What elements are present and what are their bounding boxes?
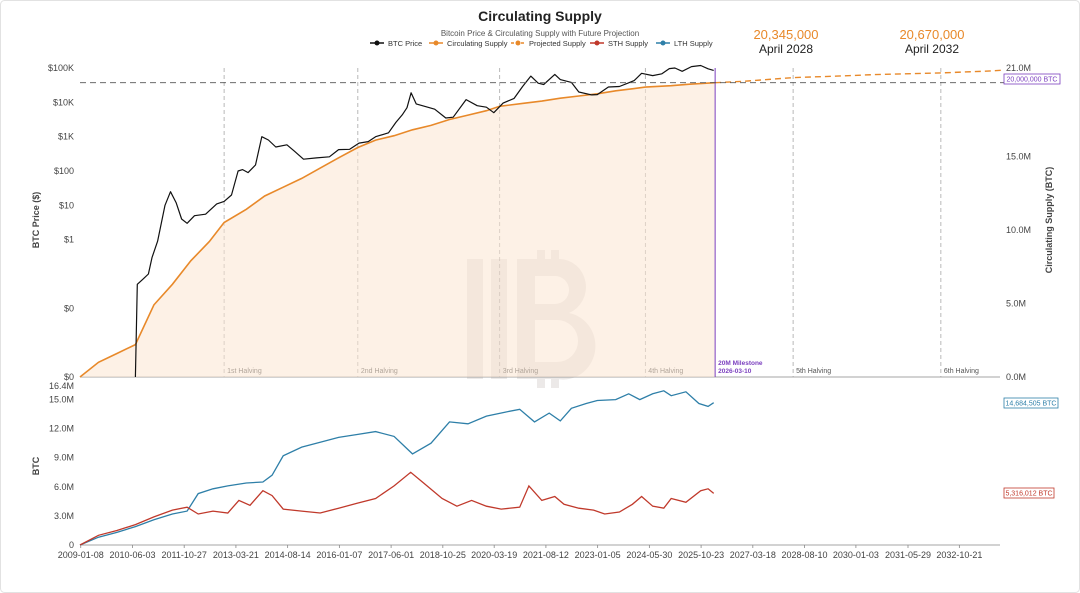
x-tick-label: 2021-08-12 [523,550,569,560]
x-tick-label: 2028-08-10 [782,550,828,560]
bottom-left-tick-label: 16.4M [49,381,74,391]
sth-value-tag: 5,316,012 BTC [1003,487,1055,499]
projection-value-2028: 20,345,000 [753,27,818,42]
bottom-ylabel: BTC [31,456,41,475]
legend-label: STH Supply [608,39,648,48]
top-left-tick-label: $10 [59,200,74,210]
milestone-tag: 20,000,000 BTC [1003,73,1061,85]
lth-value-tag: 14,684,505 BTC [1003,397,1059,409]
bottom-panel-axes: 16.4M 15.0M 12.0M 9.0M 6.0M 3.0M 0 [49,381,1000,550]
x-tick-label: 2023-01-05 [575,550,621,560]
x-tick-label: 2011-10-27 [162,550,207,560]
circulating-supply-area [80,82,716,377]
top-left-tick-label: $10K [53,97,74,107]
top-left-tick-label: $1K [58,132,74,142]
x-tick-label: 2027-03-18 [730,550,776,560]
legend-label: LTH Supply [674,39,713,48]
halving-label: 5th Halving [796,368,831,375]
x-tick-label: 2013-03-21 [213,550,259,560]
bottom-left-tick-label: 12.0M [49,424,74,434]
x-tick-label: 2009-01-08 [58,550,104,560]
bottom-left-tick-label: 9.0M [54,453,74,463]
chart-subtitle: Bitcoin Price & Circulating Supply with … [441,29,639,38]
projection-date-2028: April 2028 [759,42,813,56]
top-right-tick-label: 0.0M [1006,372,1026,382]
halving-label: 6th Halving [944,368,979,375]
legend-item-projected-supply[interactable]: Projected Supply [511,39,586,48]
bottom-left-tick-label: 0 [69,540,74,550]
x-tick-label: 2031-05-29 [885,550,931,560]
x-tick-label: 2018-10-25 [420,550,466,560]
top-right-tick-label: 10.0M [1006,225,1031,235]
x-tick-label: 2016-01-07 [316,550,362,560]
top-left-tick-label: $100 [54,166,74,176]
x-tick-label: 2014-08-14 [265,550,311,560]
legend-label: BTC Price [388,39,422,48]
top-right-tick-label: 21.0M [1006,63,1031,73]
circulating-supply-line [79,81,716,378]
bottom-left-tick-label: 3.0M [54,511,74,521]
projection-date-2032: April 2032 [905,42,959,56]
legend-item-sth-supply[interactable]: STH Supply [590,39,648,48]
top-ylabel-right: Circulating Supply (BTC) [1044,167,1054,274]
x-tick-label: 2020-03-19 [471,550,517,560]
legend-label: Circulating Supply [447,39,508,48]
milestone-date: 2026-03-10 [718,368,752,375]
legend-label: Projected Supply [529,39,586,48]
lth-supply-line [79,390,715,546]
top-left-tick-label: $100K [48,63,74,73]
top-left-tick-label: $0 [64,372,74,382]
btc-price-line [134,64,714,378]
legend-item-btc-price[interactable]: BTC Price [370,39,422,48]
x-tick-label: 2025-10-23 [678,550,724,560]
bottom-left-tick-label: 15.0M [49,395,74,405]
legend-item-lth-supply[interactable]: LTH Supply [656,39,713,48]
top-left-tick-label: $1 [64,235,74,245]
bottom-panel-series [79,390,715,546]
sth-value-text: 5,316,012 BTC [1005,491,1052,498]
x-tick-label: 2017-06-01 [368,550,414,560]
x-tick-label: 2032-10-21 [936,550,982,560]
top-left-tick-label: $0 [64,303,74,313]
chart-title: Circulating Supply [478,8,602,24]
milestone-label: 20M Milestone [718,360,763,367]
legend-item-circulating-supply[interactable]: Circulating Supply [429,39,508,48]
x-tick-label: 2030-01-03 [833,550,879,560]
milestone-tag-text: 20,000,000 BTC [1007,77,1058,84]
projection-value-2032: 20,670,000 [899,27,964,42]
lth-value-text: 14,684,505 BTC [1006,401,1057,408]
legend: BTC Price Circulating Supply Projected S… [370,39,713,48]
top-ylabel-left: BTC Price ($) [31,192,41,249]
top-right-tick-label: 5.0M [1006,298,1026,308]
top-right-tick-label: 15.0M [1006,151,1031,161]
projected-supply-line [715,69,1004,84]
x-tick-label: 2010-06-03 [109,550,155,560]
x-axis: 2009-01-08 2010-06-03 2011-10-27 2013-03-21… [58,545,982,560]
top-panel-series [79,64,1004,378]
sth-supply-line [79,471,715,546]
bottom-left-tick-label: 6.0M [54,482,74,492]
x-tick-label: 2024-05-30 [626,550,672,560]
